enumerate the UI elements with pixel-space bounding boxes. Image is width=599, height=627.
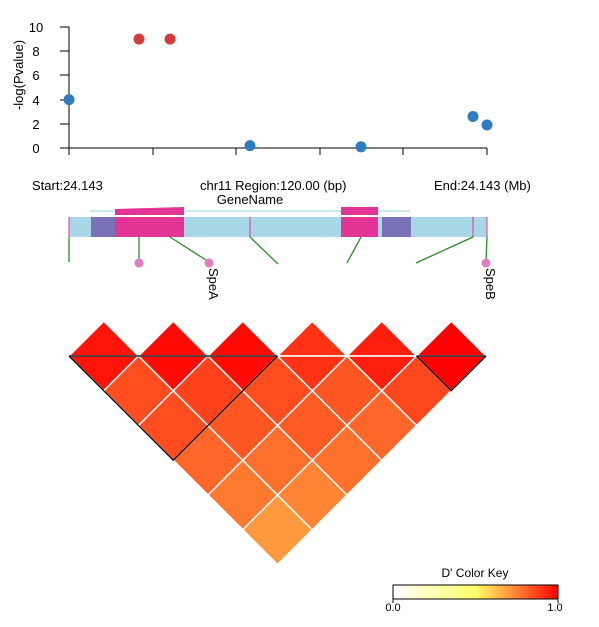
data-point bbox=[467, 111, 479, 122]
snp-connectors bbox=[68, 236, 488, 265]
data-point bbox=[355, 141, 367, 153]
color-key-max-label: 1.0 bbox=[547, 602, 562, 614]
exon-block-1 bbox=[115, 217, 184, 237]
snp-marker-dot bbox=[134, 258, 144, 268]
region-middle-label: chr11 Region:120.00 (bp) bbox=[200, 178, 346, 193]
y-tick-label: 4 bbox=[32, 93, 39, 108]
snp-connector bbox=[346, 236, 362, 264]
ld-block-outline bbox=[416, 355, 487, 392]
exon-top-wedge bbox=[115, 207, 184, 215]
snp-connector bbox=[485, 236, 488, 263]
gene-track: GeneName SpeA SpeB bbox=[68, 192, 498, 300]
x-ticks bbox=[68, 148, 488, 155]
ld-cell-top bbox=[67, 320, 141, 357]
color-key-title: D' Color Key bbox=[442, 566, 509, 580]
ld-cell-top bbox=[275, 320, 349, 357]
y-tick-label: 10 bbox=[29, 20, 43, 35]
ld-cell-top bbox=[136, 320, 210, 357]
snp-label-speb: SpeB bbox=[483, 268, 498, 300]
color-key: D' Color Key 0.0 1.0 bbox=[385, 566, 562, 614]
y-tick-labels: 10 8 6 4 2 0 bbox=[29, 20, 43, 156]
snp-marker-dot bbox=[204, 258, 214, 268]
ld-heatmap bbox=[67, 320, 488, 566]
color-key-bar bbox=[392, 584, 559, 600]
data-points bbox=[63, 33, 493, 153]
snp-marker-dot bbox=[481, 258, 491, 268]
ld-block-outlines bbox=[68, 355, 487, 462]
snp-connector bbox=[169, 236, 210, 263]
ld-cell-top bbox=[206, 320, 280, 357]
x-axis bbox=[68, 147, 488, 155]
y-axis: 10 8 6 4 2 0 bbox=[29, 20, 70, 156]
data-point bbox=[133, 33, 145, 45]
y-ticks bbox=[60, 26, 69, 149]
region-labels: Start:24.143 chr11 Region:120.00 (bp) En… bbox=[32, 178, 531, 193]
ld-cell-top bbox=[345, 320, 419, 357]
utr-block-left bbox=[91, 217, 115, 237]
scatter-plot: -log(Pvalue) 10 8 6 4 2 0 bbox=[11, 20, 493, 156]
color-key-min-label: 0.0 bbox=[385, 602, 400, 614]
exon-block-2 bbox=[341, 217, 378, 237]
y-tick-label: 8 bbox=[32, 44, 39, 59]
y-tick-label: 6 bbox=[32, 68, 39, 83]
y-tick-label: 2 bbox=[32, 117, 39, 132]
data-point bbox=[481, 119, 493, 131]
y-axis-label: -log(Pvalue) bbox=[11, 40, 26, 110]
utr-block-right bbox=[382, 217, 411, 237]
snp-ticks bbox=[68, 217, 488, 237]
data-point bbox=[63, 94, 75, 106]
ld-cell-top bbox=[414, 320, 488, 357]
y-tick-label: 0 bbox=[32, 141, 39, 156]
snp-label-spea: SpeA bbox=[206, 268, 221, 300]
data-point bbox=[244, 140, 256, 152]
data-point bbox=[164, 33, 176, 45]
snp-connector bbox=[249, 236, 279, 265]
gene-name-label: GeneName bbox=[217, 192, 283, 207]
region-start-label: Start:24.143 bbox=[32, 178, 103, 193]
ld-block-outline bbox=[68, 355, 278, 462]
region-end-label: End:24.143 (Mb) bbox=[434, 178, 531, 193]
exon-top-block bbox=[341, 207, 378, 215]
snp-connector bbox=[415, 236, 474, 264]
